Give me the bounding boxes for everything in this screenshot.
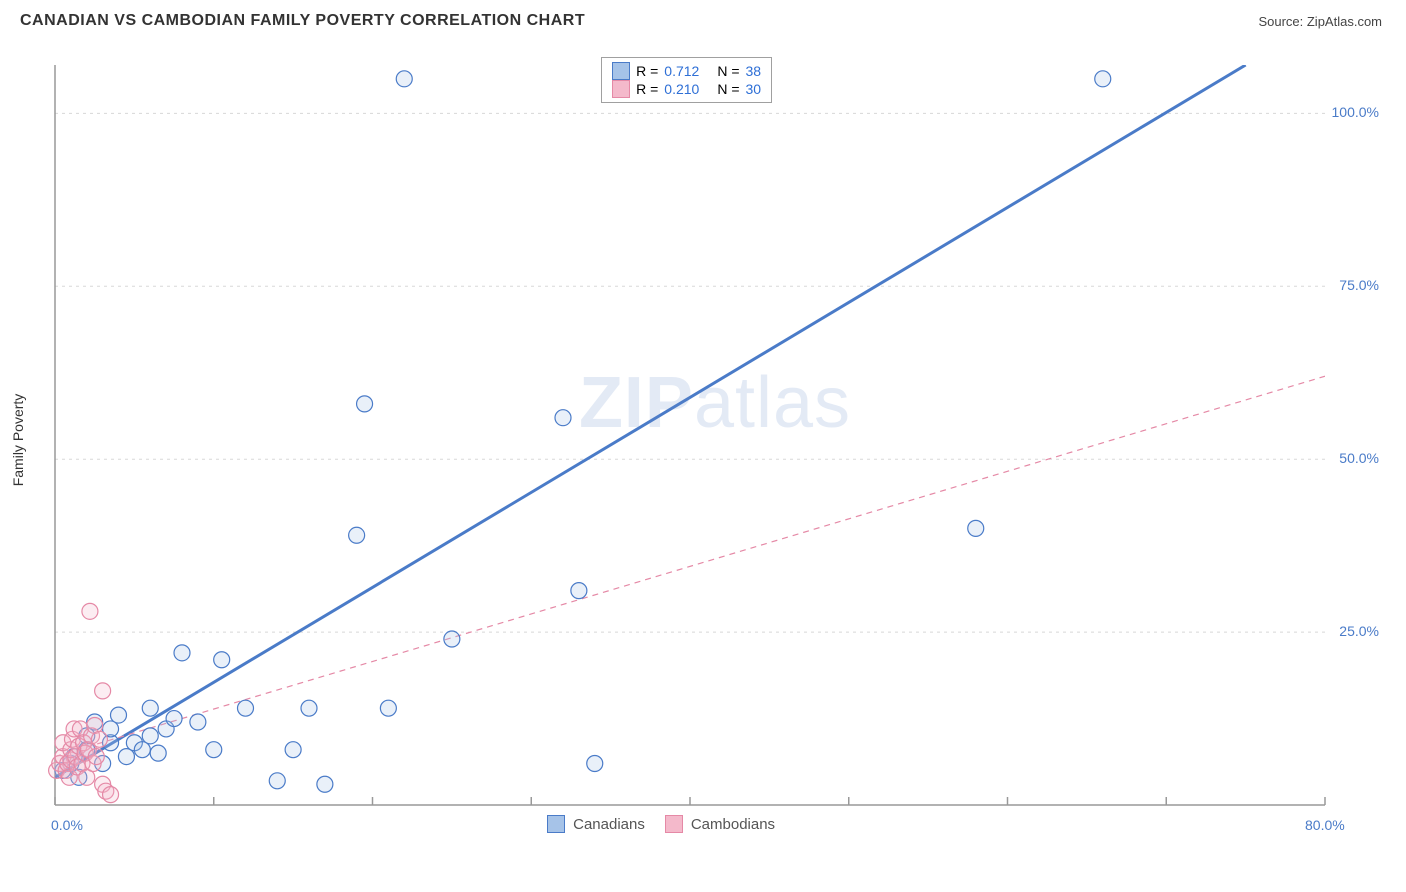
legend-label: Cambodians xyxy=(691,816,775,833)
legend-item: Cambodians xyxy=(665,815,775,833)
series-legend: Canadians Cambodians xyxy=(547,815,775,833)
y-axis-label: Family Poverty xyxy=(10,394,26,487)
chart-area: ZIPatlas R =0.712N =38R =0.210N =30 Cana… xyxy=(45,55,1385,845)
axis-tick-label: 100.0% xyxy=(1332,104,1379,120)
r-value: 0.712 xyxy=(664,63,699,79)
legend-swatch xyxy=(612,62,630,80)
scatter-chart xyxy=(45,55,1385,845)
legend-row: R = 0.210 N = 30 xyxy=(612,80,761,98)
correlation-legend: R = 0.712 N = 38 R = 0.210 N = 30 xyxy=(601,57,772,103)
r-value: 0.210 xyxy=(664,81,699,97)
source-attribution: Source: ZipAtlas.com xyxy=(1258,14,1382,29)
legend-label: Canadians xyxy=(573,816,645,833)
legend-swatch xyxy=(665,815,683,833)
n-value: 30 xyxy=(746,81,762,97)
legend-item: Canadians xyxy=(547,815,645,833)
title-bar: CANADIAN VS CAMBODIAN FAMILY POVERTY COR… xyxy=(0,0,1406,38)
chart-title: CANADIAN VS CAMBODIAN FAMILY POVERTY COR… xyxy=(20,12,585,30)
legend-row: R = 0.712 N = 38 xyxy=(612,62,761,80)
n-value: 38 xyxy=(746,63,762,79)
n-label: N = xyxy=(717,63,739,79)
axis-tick-label: 80.0% xyxy=(1305,817,1345,833)
r-label: R = xyxy=(636,63,658,79)
axis-tick-label: 25.0% xyxy=(1339,623,1379,639)
axis-tick-label: 0.0% xyxy=(51,817,83,833)
r-label: R = xyxy=(636,81,658,97)
legend-swatch xyxy=(547,815,565,833)
n-label: N = xyxy=(717,81,739,97)
axis-tick-label: 75.0% xyxy=(1339,277,1379,293)
axis-tick-label: 50.0% xyxy=(1339,450,1379,466)
legend-swatch xyxy=(612,80,630,98)
